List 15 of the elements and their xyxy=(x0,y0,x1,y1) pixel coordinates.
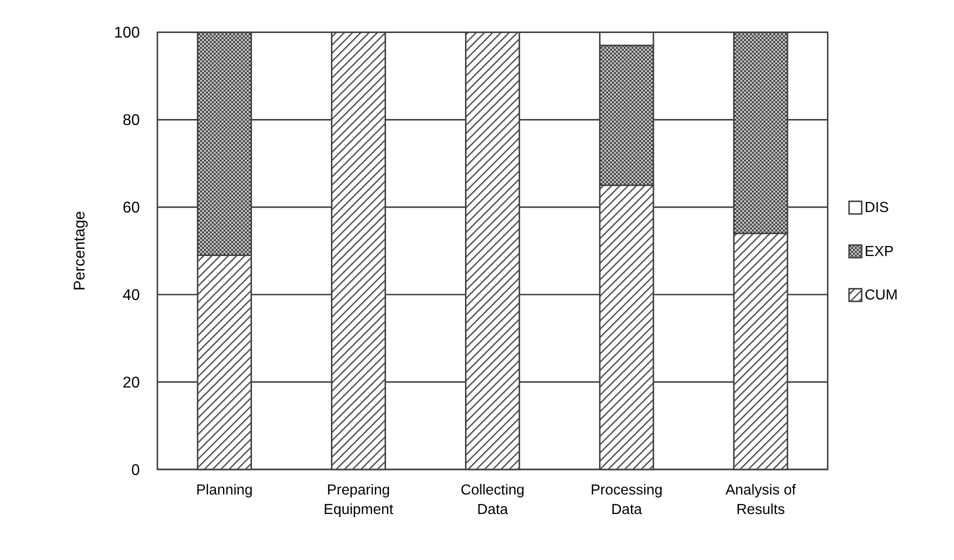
x-tick-label: Processing Data xyxy=(590,482,663,518)
y-tick-label: 60 xyxy=(122,200,140,217)
x-tick-label: Analysis of Results xyxy=(725,482,797,518)
legend-label: DIS xyxy=(864,200,890,216)
legend-label: CUM xyxy=(864,288,898,304)
y-tick-label: 20 xyxy=(122,374,140,392)
x-tick-label: Preparing Equipment xyxy=(324,482,394,518)
y-tick-label: 40 xyxy=(122,287,140,304)
legend-label: EXP xyxy=(864,244,894,260)
y-axis-title: Percentage xyxy=(72,211,89,291)
y-tick-label: 100 xyxy=(114,24,140,42)
x-tick-label: Collecting Data xyxy=(460,482,525,518)
y-tick-label: 80 xyxy=(122,112,140,130)
y-tick-label: 0 xyxy=(131,462,140,479)
x-tick-label: Planning xyxy=(196,482,253,499)
